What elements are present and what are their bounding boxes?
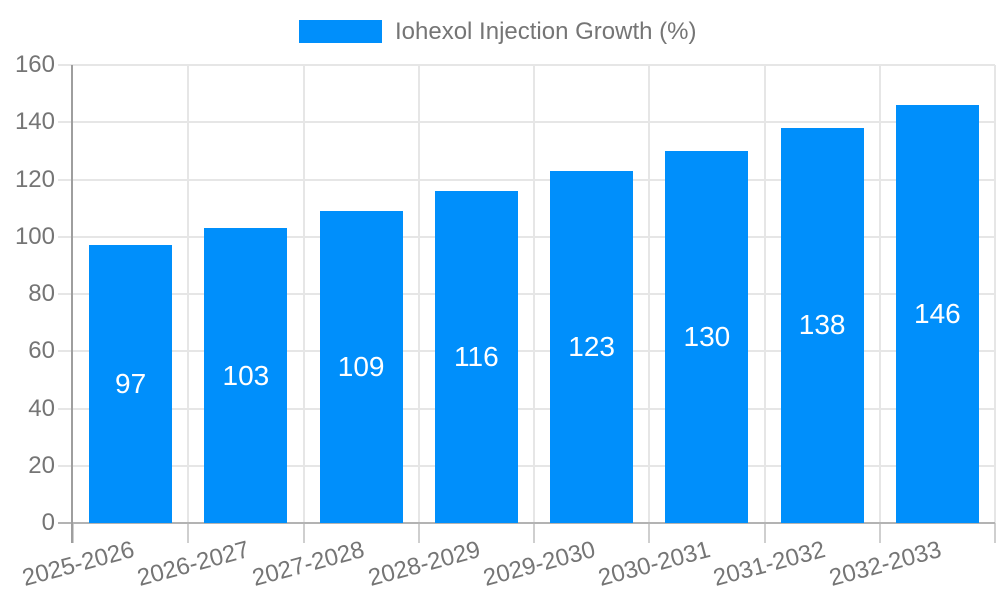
bar-value-label: 116 [454, 340, 499, 372]
gridline-vertical [878, 65, 881, 523]
gridline-vertical [648, 65, 651, 523]
gridline-vertical [302, 65, 305, 523]
legend-swatch-icon [299, 20, 382, 43]
y-axis-tick-label: 160 [14, 51, 55, 78]
y-axis-tick-label: 60 [28, 337, 55, 365]
y-axis-tick-label: 0 [41, 509, 55, 536]
gridline-horizontal [58, 293, 995, 295]
x-axis-tick [533, 523, 535, 543]
bar[interactable]: 109 [319, 210, 403, 523]
x-axis-category-label: 2025-2026 [19, 536, 138, 592]
y-axis-tick-label: 80 [28, 280, 55, 307]
x-axis-category-label: 2026-2027 [134, 536, 253, 592]
gridline-vertical [187, 65, 190, 523]
bar-value-label: 146 [914, 298, 961, 330]
bar[interactable]: 97 [89, 245, 173, 523]
gridline-vertical [533, 65, 535, 523]
bar-value-label: 97 [115, 368, 147, 400]
gridline-horizontal [58, 178, 995, 181]
bar[interactable]: 130 [665, 150, 749, 523]
x-axis-tick [417, 523, 420, 543]
x-axis-category-label: 2032-2033 [825, 536, 944, 592]
x-axis-line [58, 522, 995, 524]
x-axis-category-label: 2030-2031 [595, 536, 714, 592]
x-axis-tick [648, 523, 651, 543]
bar[interactable]: 116 [434, 190, 518, 523]
x-axis-category-label: 2028-2029 [364, 536, 483, 592]
y-axis-line [71, 65, 73, 543]
x-axis-tick [878, 523, 881, 543]
bar-value-label: 138 [798, 309, 846, 341]
gridline-horizontal [58, 235, 995, 238]
gridline-vertical [994, 65, 996, 523]
gridline-horizontal [58, 350, 995, 353]
x-axis-tick [187, 523, 190, 543]
x-axis-tick [763, 523, 766, 543]
legend-label: Iohexol Injection Growth (%) [395, 18, 697, 45]
x-axis-tick [72, 523, 74, 543]
gridline-horizontal [58, 464, 995, 467]
gridline-horizontal [58, 121, 995, 124]
x-axis-category-label: 2031-2032 [710, 536, 829, 592]
x-axis-tick [994, 523, 996, 543]
x-axis-tick [302, 523, 305, 543]
y-axis-tick-label: 40 [28, 394, 55, 422]
y-axis-tick-label: 120 [14, 165, 55, 193]
bar[interactable]: 138 [780, 127, 864, 523]
y-axis-tick-label: 100 [14, 222, 55, 250]
bar-value-label: 123 [568, 330, 615, 362]
gridline-vertical [417, 65, 420, 523]
bar[interactable]: 146 [895, 105, 979, 523]
gridline-vertical [763, 65, 766, 523]
bar-value-label: 130 [683, 320, 731, 352]
bar-value-label: 109 [337, 350, 385, 382]
gridline-horizontal [58, 407, 995, 410]
gridline-horizontal [58, 64, 995, 66]
bar[interactable]: 103 [204, 228, 288, 523]
x-axis-category-label: 2029-2030 [480, 536, 599, 592]
y-axis-tick-label: 20 [28, 451, 55, 479]
x-axis-category-label: 2027-2028 [249, 536, 368, 592]
bar[interactable]: 123 [550, 170, 634, 523]
bar-value-label: 103 [222, 359, 270, 391]
y-axis-tick-label: 140 [14, 108, 55, 136]
